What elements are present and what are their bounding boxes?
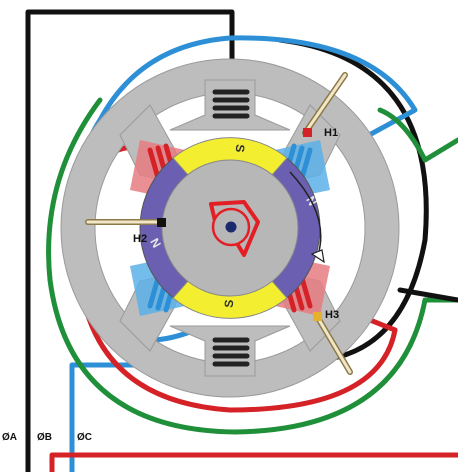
- hall-sensor-h2: [85, 218, 166, 227]
- phase-c-wire: [49, 452, 458, 472]
- phase-label-a: ØA: [2, 432, 17, 443]
- black-wire-right: [397, 287, 458, 303]
- green-wire: [46, 97, 458, 435]
- tooth-bottom: [169, 325, 291, 377]
- shaft-center: [225, 221, 237, 233]
- hall-label-h2: H2: [133, 233, 147, 245]
- hall-sensor-h3: [313, 312, 353, 375]
- phase-labels: ØA ØB ØC: [2, 432, 92, 443]
- rotor-pole-label-top: S: [233, 144, 248, 153]
- rotation-arrowhead-icon: [310, 249, 325, 264]
- phase-a-loop: [277, 37, 429, 363]
- rotor: S N S N: [139, 137, 325, 319]
- phase-a-wire: [25, 9, 235, 472]
- hall-sensors: H1 H2 H3: [85, 72, 353, 375]
- hall-label-h1: H1: [324, 127, 338, 139]
- hall-label-h3: H3: [325, 309, 339, 321]
- green-wire-top: [377, 107, 458, 163]
- tooth-top: [169, 79, 291, 131]
- hall-sensor-h1: [302, 72, 348, 137]
- stator-ring-outer-edge: [60, 58, 400, 398]
- rotor-pole-label-bottom: S: [222, 299, 237, 308]
- rotation-arrow: [289, 171, 322, 256]
- stator-ring: [61, 59, 399, 397]
- coil-top: [212, 89, 250, 119]
- coil-bottom: [212, 337, 250, 367]
- phase-label-c: ØC: [77, 432, 92, 443]
- phase-label-b: ØB: [37, 432, 52, 443]
